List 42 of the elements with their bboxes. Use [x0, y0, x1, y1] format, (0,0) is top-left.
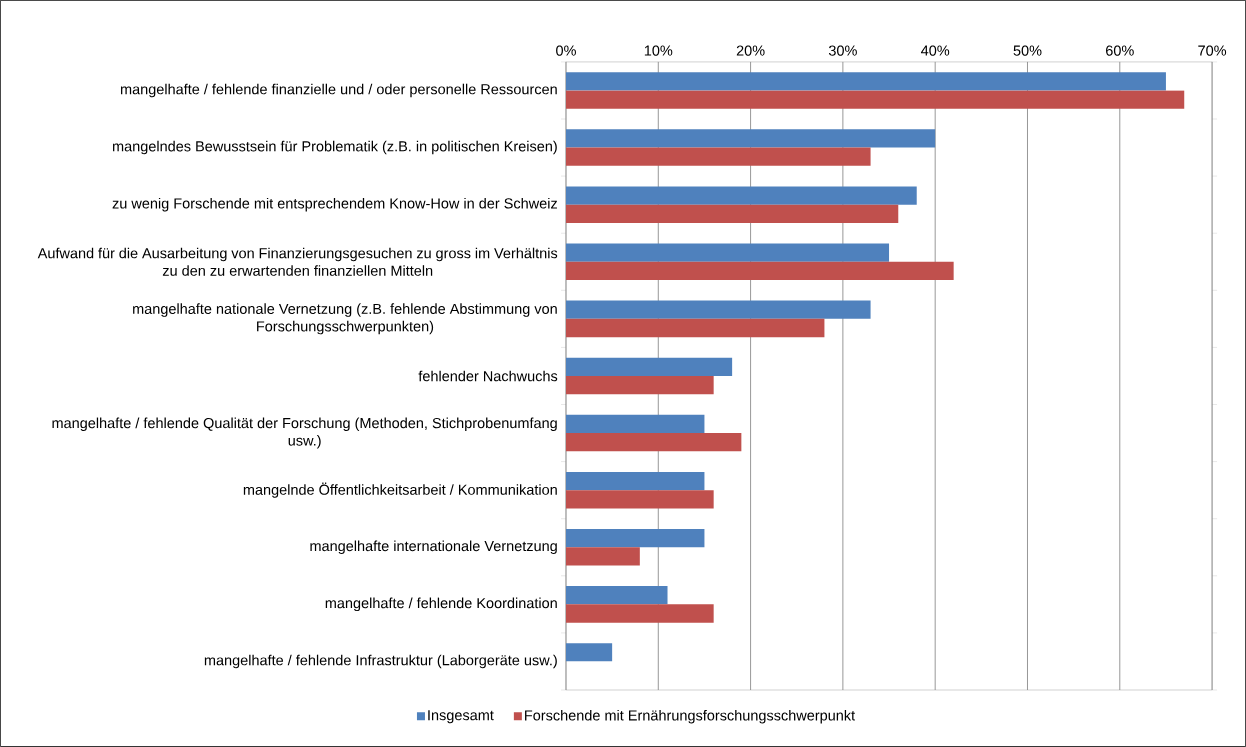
y-tick-label: mangelhafte / fehlende finanzielle und / oder personelle Ressourcen: [120, 83, 557, 98]
y-tick-label: mangelhafte / fehlende Qualität der Forschung (Methoden, Stichprobenumfang usw.): [52, 417, 557, 449]
bar: [565, 204, 899, 223]
bar: [565, 604, 714, 623]
bar: [565, 414, 705, 434]
bar: [565, 318, 825, 338]
bar: [565, 243, 890, 262]
bar: [565, 90, 1185, 109]
bar: [565, 586, 668, 605]
y-tick-label: mangelhafte / fehlende Infrastruktur (Laborgeräte usw.): [204, 654, 557, 669]
y-tick-label: fehlender Nachwuchs: [418, 370, 558, 382]
y-tick-label: mangelhafte internationale Vernetzung: [310, 540, 557, 555]
bar: [565, 186, 917, 205]
bar: [565, 643, 613, 662]
y-tick-label: Aufwand für die Ausarbeitung von Finanzierungsgesuchen zu gross im Verhältnis zu den zu erwartenden finanziellen Mitteln: [37, 247, 558, 276]
bar: [565, 300, 871, 319]
bar: [565, 261, 954, 281]
bar: [565, 72, 1166, 91]
x-tick-label: 10%: [644, 45, 673, 56]
y-tick-label: mangelnde Öffentlichkeitsarbeit / Kommunikation: [243, 482, 557, 498]
x-tick-label: 70%: [1198, 45, 1227, 56]
legend-label: Forschende mit Ernährungsforschungsschwerpunkt: [525, 709, 855, 724]
y-tick-label: mangelndes Bewusstsein für Problematik (z.B. in politischen Kreisen): [113, 140, 557, 155]
legend-label: Insgesamt: [428, 710, 494, 724]
y-tick-label: mangelhafte nationale Vernetzung (z.B. fehlende Abstimmung von Forschungsschwerpunkten): [133, 303, 557, 335]
bar: [565, 471, 705, 491]
x-tick-label: 0%: [556, 45, 576, 56]
x-tick-label: 60%: [1106, 45, 1134, 56]
x-tick-label: 40%: [921, 45, 950, 56]
bar: [565, 529, 705, 548]
y-tick-label: zu wenig Forschende mit entsprechendem Know-How in der Schweiz: [112, 197, 557, 212]
bar: [565, 376, 714, 395]
x-tick-label: 30%: [828, 45, 857, 56]
bar: [565, 490, 714, 509]
bar: [565, 129, 936, 148]
bar: [565, 433, 742, 452]
x-tick-label: 50%: [1013, 45, 1042, 56]
x-tick-label: 20%: [736, 45, 765, 56]
y-tick-label: mangelhafte / fehlende Koordination: [325, 597, 557, 612]
bar: [565, 357, 733, 376]
bar: [565, 547, 640, 566]
bar: [565, 147, 871, 166]
